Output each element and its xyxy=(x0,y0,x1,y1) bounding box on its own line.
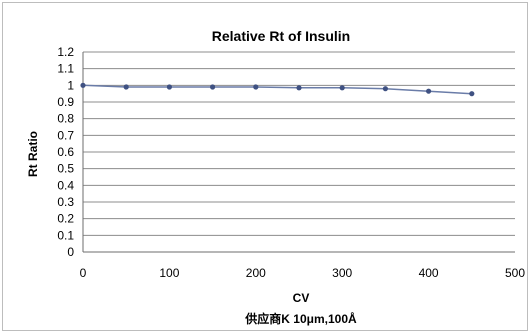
y-axis-label: Rt Ratio xyxy=(26,131,40,177)
x-tick-label: 400 xyxy=(419,266,439,280)
y-tick-label: 1.1 xyxy=(57,62,74,76)
data-point xyxy=(339,85,345,91)
x-tick-label: 200 xyxy=(246,266,266,280)
x-tick-label: 100 xyxy=(159,266,179,280)
chart-svg: 0 0.1 0.2 0.3 0.4 0.5 0.6 0.7 0.8 0.9 1 1.1 1.2 0 100… xyxy=(26,28,526,326)
y-tick-label: 1 xyxy=(67,78,74,92)
y-tick-label: 0.9 xyxy=(57,95,74,109)
data-point xyxy=(253,84,259,90)
x-tick-label: 300 xyxy=(332,266,352,280)
y-tick-label: 1.2 xyxy=(57,45,74,59)
x-axis-label: CV xyxy=(293,291,310,305)
y-tick-label: 0.8 xyxy=(57,112,74,126)
data-point xyxy=(123,84,129,90)
data-point xyxy=(296,85,302,91)
chart-frame: 0 0.1 0.2 0.3 0.4 0.5 0.6 0.7 0.8 0.9 1 1.1 1.2 0 100… xyxy=(2,2,528,331)
chart-caption: 供应商K 10μm,100Å xyxy=(244,311,357,326)
y-tick-label: 0.4 xyxy=(57,178,74,192)
gridlines xyxy=(83,51,515,236)
data-point xyxy=(469,91,475,97)
y-tick-label: 0.7 xyxy=(57,128,74,142)
x-tick-labels: 0 100 200 300 400 500 xyxy=(80,266,526,280)
y-tick-label: 0.2 xyxy=(57,212,74,226)
y-tick-labels: 0 0.1 0.2 0.3 0.4 0.5 0.6 0.7 0.8 0.9 1 1.1 1.2 xyxy=(57,45,74,259)
x-tick-label: 500 xyxy=(505,266,525,280)
data-point xyxy=(426,88,432,94)
data-point xyxy=(210,84,216,90)
series-group xyxy=(80,82,475,97)
y-tick-label: 0.3 xyxy=(57,195,74,209)
y-tick-label: 0.5 xyxy=(57,162,74,176)
chart-title: Relative Rt of Insulin xyxy=(212,28,350,44)
x-tick-label: 0 xyxy=(80,266,87,280)
data-point xyxy=(382,86,388,92)
y-tick-label: 0.1 xyxy=(57,228,74,242)
series-line xyxy=(82,84,472,95)
data-point xyxy=(80,82,86,88)
data-point xyxy=(166,84,172,90)
y-tick-label: 0.6 xyxy=(57,145,74,159)
y-tick-label: 0 xyxy=(67,245,74,259)
